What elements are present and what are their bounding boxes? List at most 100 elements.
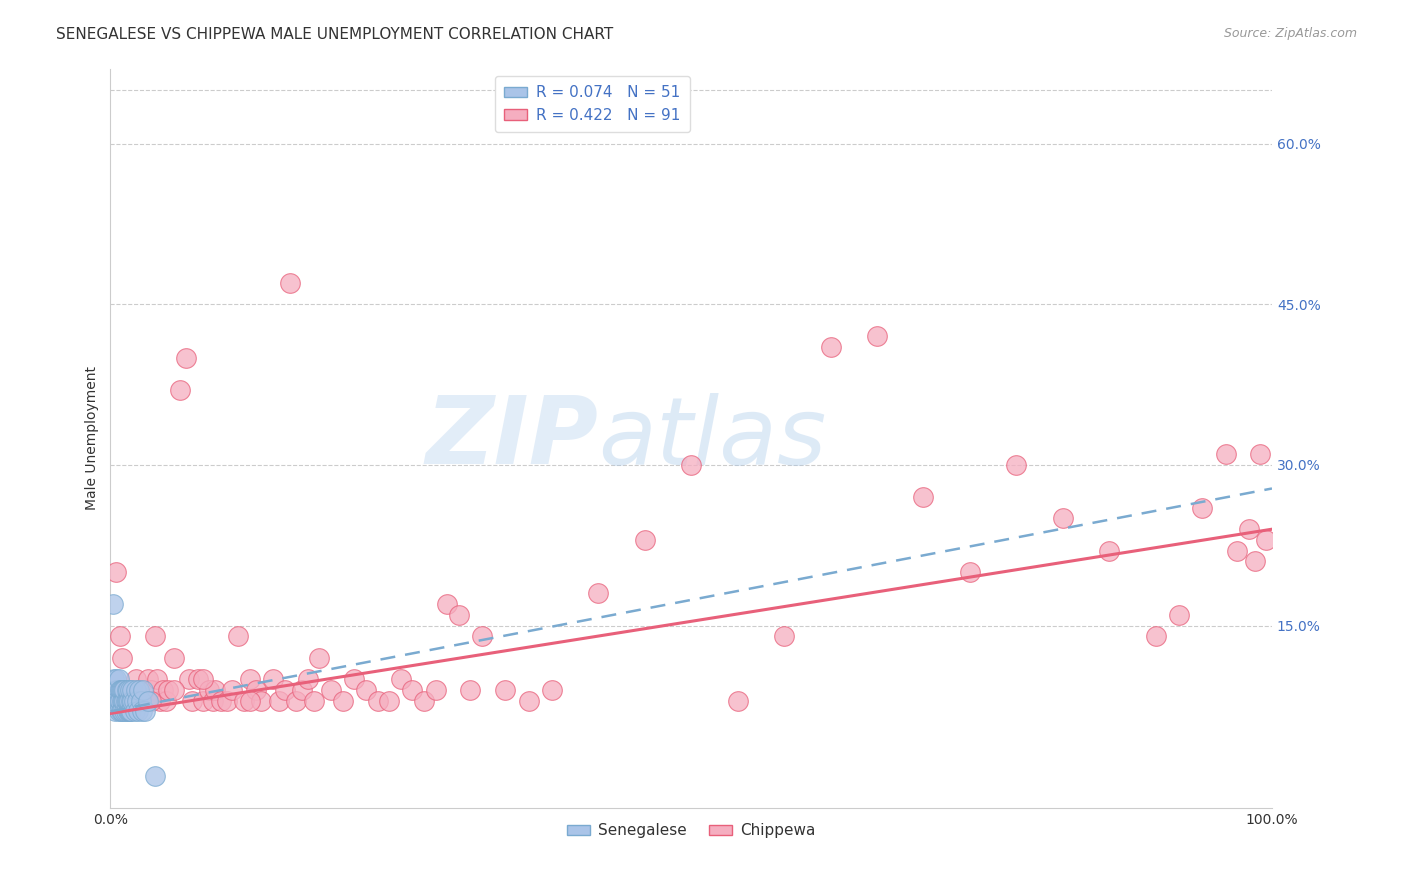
Point [108, 629, 131, 643]
Point [1052, 511, 1074, 525]
Point [262, 672, 284, 686]
Point [136, 672, 159, 686]
Point [354, 682, 377, 697]
Point [152, 682, 174, 697]
Point [124, 704, 146, 718]
Point [105, 693, 128, 707]
Point [118, 693, 141, 707]
Point [866, 329, 889, 343]
Point [127, 704, 149, 718]
Point [118, 704, 141, 718]
Point [198, 682, 221, 697]
Point [169, 383, 191, 397]
Point [221, 682, 243, 697]
Text: Source: ZipAtlas.com: Source: ZipAtlas.com [1223, 27, 1357, 40]
Point [132, 682, 155, 697]
Point [112, 682, 135, 697]
Point [111, 682, 134, 697]
Point [120, 682, 142, 697]
Point [1256, 533, 1278, 547]
Point [436, 597, 458, 611]
Point [107, 693, 129, 707]
Point [820, 340, 842, 354]
Point [121, 682, 143, 697]
Point [111, 650, 134, 665]
Point [245, 682, 267, 697]
Point [163, 682, 186, 697]
Point [343, 672, 366, 686]
Point [112, 693, 135, 707]
Point [517, 693, 540, 707]
Point [134, 704, 156, 718]
Point [112, 682, 135, 697]
Point [471, 629, 494, 643]
Point [273, 682, 295, 697]
Point [193, 693, 215, 707]
Point [108, 693, 131, 707]
Point [131, 704, 153, 718]
Point [201, 693, 224, 707]
Text: ZIP: ZIP [426, 392, 599, 484]
Point [1168, 607, 1191, 622]
Point [110, 704, 132, 718]
Point [297, 672, 319, 686]
Point [226, 629, 249, 643]
Point [540, 682, 562, 697]
Point [132, 693, 155, 707]
Point [122, 693, 145, 707]
Point [114, 704, 136, 718]
Point [239, 672, 262, 686]
Point [1237, 522, 1260, 536]
Point [128, 693, 150, 707]
Point [104, 682, 127, 697]
Point [1226, 543, 1249, 558]
Point [180, 693, 202, 707]
Point [727, 693, 749, 707]
Point [120, 704, 142, 718]
Point [105, 693, 128, 707]
Point [308, 650, 330, 665]
Point [117, 704, 139, 718]
Point [114, 693, 136, 707]
Point [129, 693, 152, 707]
Point [425, 682, 447, 697]
Point [681, 458, 703, 472]
Point [107, 672, 129, 686]
Point [112, 682, 135, 697]
Point [112, 704, 135, 718]
Point [163, 650, 186, 665]
Point [128, 682, 150, 697]
Point [186, 672, 208, 686]
Point [959, 565, 981, 579]
Point [291, 682, 314, 697]
Point [110, 682, 132, 697]
Point [139, 693, 162, 707]
Point [136, 693, 159, 707]
Text: atlas: atlas [599, 392, 827, 483]
Point [1098, 543, 1121, 558]
Point [143, 769, 166, 783]
Point [233, 693, 256, 707]
Point [494, 682, 516, 697]
Point [105, 565, 128, 579]
Legend: Senegalese, Chippewa: Senegalese, Chippewa [561, 817, 821, 845]
Point [588, 586, 610, 600]
Point [1191, 500, 1213, 515]
Point [143, 629, 166, 643]
Point [157, 682, 180, 697]
Point [280, 276, 302, 290]
Point [267, 693, 290, 707]
Point [117, 682, 139, 697]
Point [215, 693, 238, 707]
Point [1005, 458, 1028, 472]
Point [634, 533, 657, 547]
Point [125, 672, 148, 686]
Point [101, 597, 124, 611]
Point [112, 693, 135, 707]
Point [146, 672, 169, 686]
Point [193, 672, 215, 686]
Point [912, 490, 935, 504]
Point [367, 693, 389, 707]
Point [447, 607, 470, 622]
Point [285, 693, 308, 707]
